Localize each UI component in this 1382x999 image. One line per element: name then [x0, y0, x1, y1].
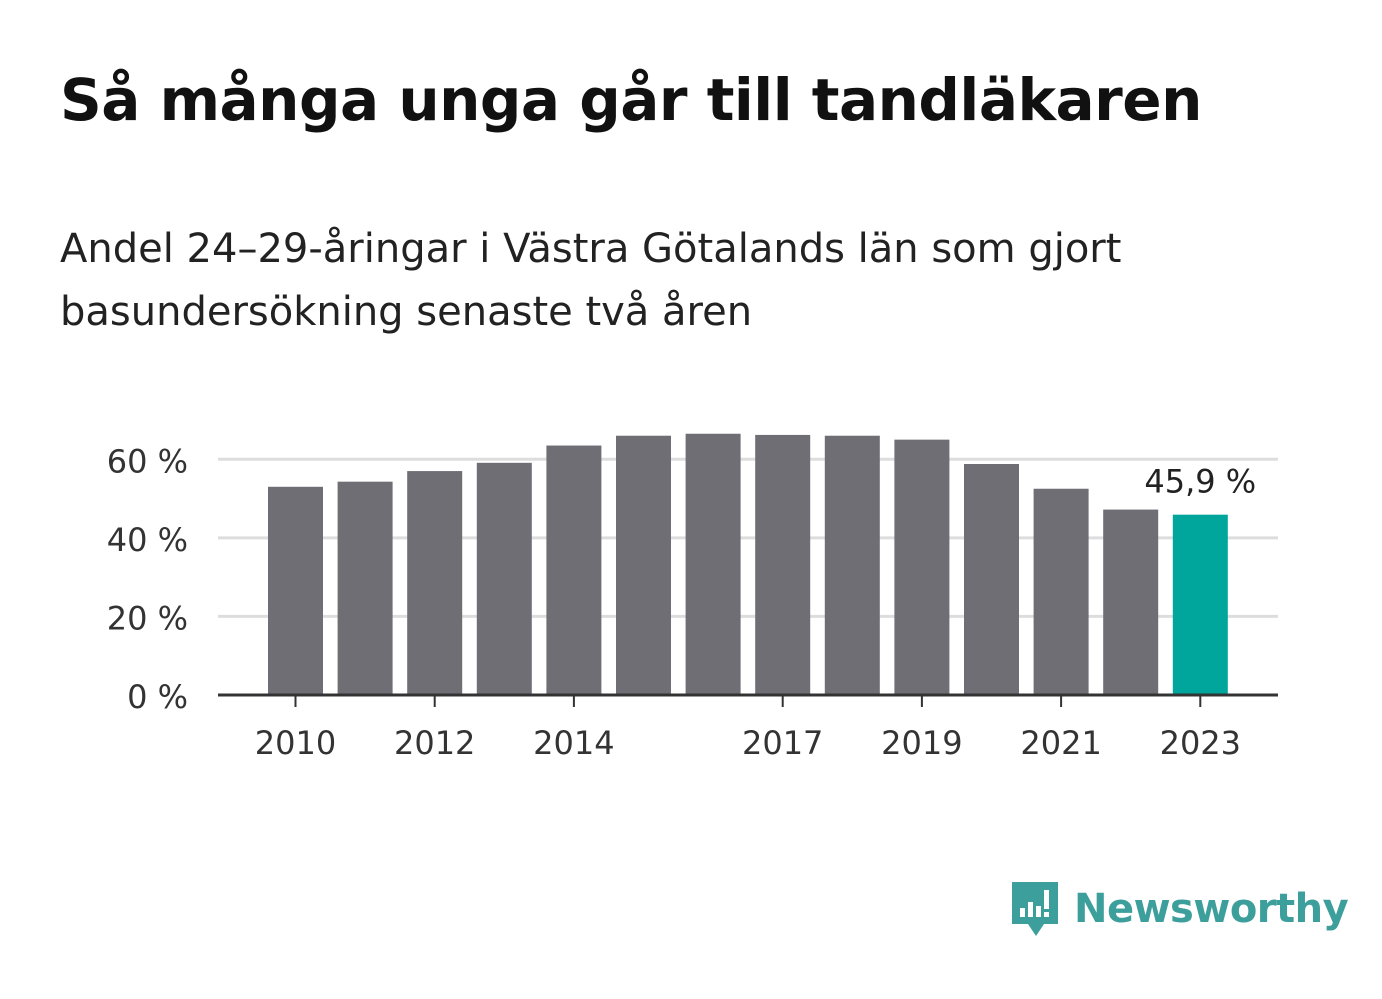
bar-2013	[476, 462, 532, 695]
bar-2014	[546, 445, 602, 695]
y-tick-label: 60 %	[107, 442, 188, 480]
axes	[218, 693, 1278, 707]
bars	[268, 433, 1228, 695]
bar-2022	[1103, 509, 1159, 695]
x-tick-label: 2014	[533, 724, 614, 762]
bar-2016	[685, 433, 741, 695]
x-tick-label: 2017	[742, 724, 823, 762]
chart-title: Så många unga går till tandläkaren	[60, 66, 1202, 134]
bar-2023	[1172, 514, 1228, 695]
newsworthy-logo-text: Newsworthy	[1074, 886, 1349, 932]
bar-2010	[268, 486, 323, 695]
labels: 0 % 20 % 40 % 60 % 2010 2012 2014 2017 2019 2021 2…	[107, 442, 1257, 762]
bar-2019	[894, 439, 950, 695]
x-tick-label: 2023	[1160, 724, 1241, 762]
newsworthy-logo-icon	[1012, 882, 1058, 936]
y-tick-label: 20 %	[107, 599, 188, 637]
x-tick-label: 2019	[881, 724, 962, 762]
bar-2017	[755, 434, 811, 695]
x-tick-label: 2012	[394, 724, 475, 762]
chart-subtitle: Andel 24–29-åringar i Västra Götalands l…	[60, 226, 1122, 335]
data-label-highlight: 45,9 %	[1144, 463, 1256, 501]
bar-2015	[616, 435, 671, 695]
grid-lines	[218, 457, 1278, 618]
x-tick-label: 2021	[1020, 724, 1101, 762]
x-tick-label: 2010	[255, 724, 336, 762]
y-tick-label: 0 %	[127, 678, 188, 716]
y-tick-label: 40 %	[107, 521, 188, 559]
newsworthy-logo: Newsworthy	[1010, 878, 1349, 940]
bar-2021	[1033, 488, 1089, 695]
bar-2020	[964, 464, 1019, 695]
bar-2011	[337, 481, 393, 695]
bar-2012	[407, 471, 463, 695]
bar-2018	[824, 435, 880, 695]
